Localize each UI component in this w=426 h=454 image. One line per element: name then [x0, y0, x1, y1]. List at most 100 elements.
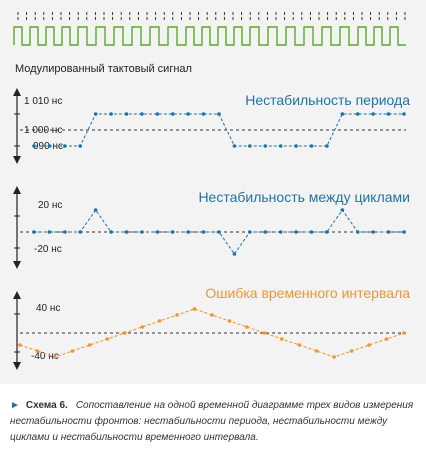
period-point	[386, 112, 391, 116]
tie-point	[314, 349, 319, 353]
period-point	[63, 144, 67, 148]
cycle-point	[309, 230, 314, 234]
cycle-point	[32, 230, 36, 234]
period-point	[309, 144, 314, 148]
period-point	[232, 144, 237, 148]
cycle-point	[355, 230, 360, 234]
clock-label: Модулированный тактовый сигнал	[15, 63, 192, 75]
period-point	[201, 112, 206, 116]
period-point	[155, 112, 160, 116]
cycle-point	[170, 230, 175, 234]
cycle-point	[140, 230, 144, 234]
cycle-point	[371, 230, 375, 234]
tie-point	[262, 331, 267, 335]
tie-title: Ошибка временного интервала	[205, 285, 410, 301]
period-point	[109, 112, 113, 116]
cycle-point	[278, 230, 283, 234]
cycle-point	[186, 230, 190, 234]
period-point	[371, 112, 375, 116]
cycle-series	[32, 208, 406, 256]
cycle-point	[124, 230, 129, 234]
cycle-point	[78, 230, 83, 234]
period-point	[340, 112, 345, 116]
cycle-point	[386, 230, 391, 234]
clock-waveform	[13, 26, 406, 46]
caption-arrow-icon: ►	[10, 400, 20, 411]
period-point	[294, 144, 298, 148]
cycle-point	[109, 230, 113, 234]
cycle-point	[325, 230, 329, 234]
period-point	[325, 144, 329, 148]
cycle-axis-arrow-down	[13, 261, 21, 269]
period-axis-arrow-up	[13, 88, 21, 96]
tie-point	[157, 319, 162, 323]
cycle-title: Нестабильность между циклами	[198, 189, 410, 205]
cycle-jitter-chart: 20 нс -20 нс Нестабильность между циклам…	[13, 186, 410, 269]
period-point	[402, 112, 406, 116]
period-point	[355, 112, 360, 116]
period-tick-label-1010: 1 010 нс	[24, 96, 62, 107]
tie-axis-arrow-up	[13, 291, 21, 299]
cycle-point	[248, 230, 252, 234]
cycle-point	[63, 230, 67, 234]
period-point	[217, 112, 221, 116]
cycle-point	[232, 252, 237, 256]
tie-point	[384, 337, 389, 341]
tie-point	[297, 343, 302, 347]
period-tick-label-1000: 1 000 нс	[24, 125, 62, 136]
period-point	[140, 112, 144, 116]
period-point	[278, 144, 283, 148]
clock-signal	[13, 12, 406, 46]
cycle-point	[155, 230, 160, 234]
tie-point	[367, 343, 371, 347]
tie-point	[18, 343, 22, 347]
diagram-panel	[0, 0, 426, 384]
tie-series	[18, 307, 406, 359]
period-point	[248, 144, 252, 148]
cycle-point	[340, 208, 345, 212]
tie-point	[175, 313, 179, 317]
period-axis-arrow-down	[13, 156, 21, 164]
tie-point	[210, 313, 214, 317]
tie-point	[332, 355, 336, 359]
tie-point	[35, 349, 40, 353]
period-title: Нестабильность периода	[245, 92, 410, 108]
tie-axis-arrow-down	[13, 362, 21, 370]
period-point	[78, 144, 83, 148]
cycle-axis-arrow-up	[13, 186, 21, 194]
caption-figure-number: Схема 6.	[25, 400, 68, 411]
cycle-point	[294, 230, 298, 234]
tie-point	[245, 325, 249, 329]
tie-point	[402, 331, 406, 335]
tie-point	[349, 349, 354, 353]
cycle-point	[402, 230, 406, 234]
period-point	[263, 144, 268, 148]
cycle-tick-label-minus20: -20 нс	[34, 244, 62, 255]
tie-point	[53, 355, 57, 359]
jitter-diagram: Модулированный тактовый сигнал 1 010 нс …	[13, 12, 410, 370]
period-point	[93, 112, 98, 116]
cycle-tick-label-20: 20 нс	[38, 200, 62, 211]
cycle-point	[217, 230, 221, 234]
period-jitter-chart: 1 010 нс 1 000 нс 990 нс Нестабильность …	[13, 88, 410, 164]
tie-tick-label-40: 40 нс	[36, 303, 60, 314]
cycle-point	[263, 230, 268, 234]
tie-point	[140, 325, 144, 329]
tie-point	[105, 337, 110, 341]
figure-caption: ► Схема 6. Сопоставление на одной временно…	[10, 398, 420, 446]
tie-point	[70, 349, 75, 353]
cycle-point	[93, 208, 98, 212]
period-series	[32, 112, 406, 148]
period-point	[47, 144, 52, 148]
period-point	[32, 144, 36, 148]
cycle-point	[47, 230, 52, 234]
period-point	[170, 112, 175, 116]
tie-point	[227, 319, 232, 323]
tie-point	[192, 307, 197, 311]
period-point	[124, 112, 129, 116]
cycle-point	[201, 230, 206, 234]
caption-text: Сопоставление на одной временной диаграм…	[10, 400, 414, 443]
tie-chart: 40 нс -40 нс Ошибка временного интервала	[13, 285, 410, 370]
tie-point	[88, 343, 92, 347]
tie-point	[280, 337, 284, 341]
